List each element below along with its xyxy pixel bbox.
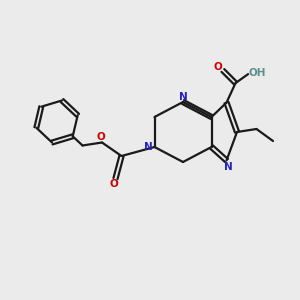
- Text: O: O: [110, 178, 118, 189]
- Text: N: N: [224, 161, 232, 172]
- Text: N: N: [143, 142, 152, 152]
- Text: O: O: [96, 132, 105, 142]
- Text: O: O: [213, 61, 222, 72]
- Text: OH: OH: [248, 68, 266, 78]
- Text: N: N: [178, 92, 188, 102]
